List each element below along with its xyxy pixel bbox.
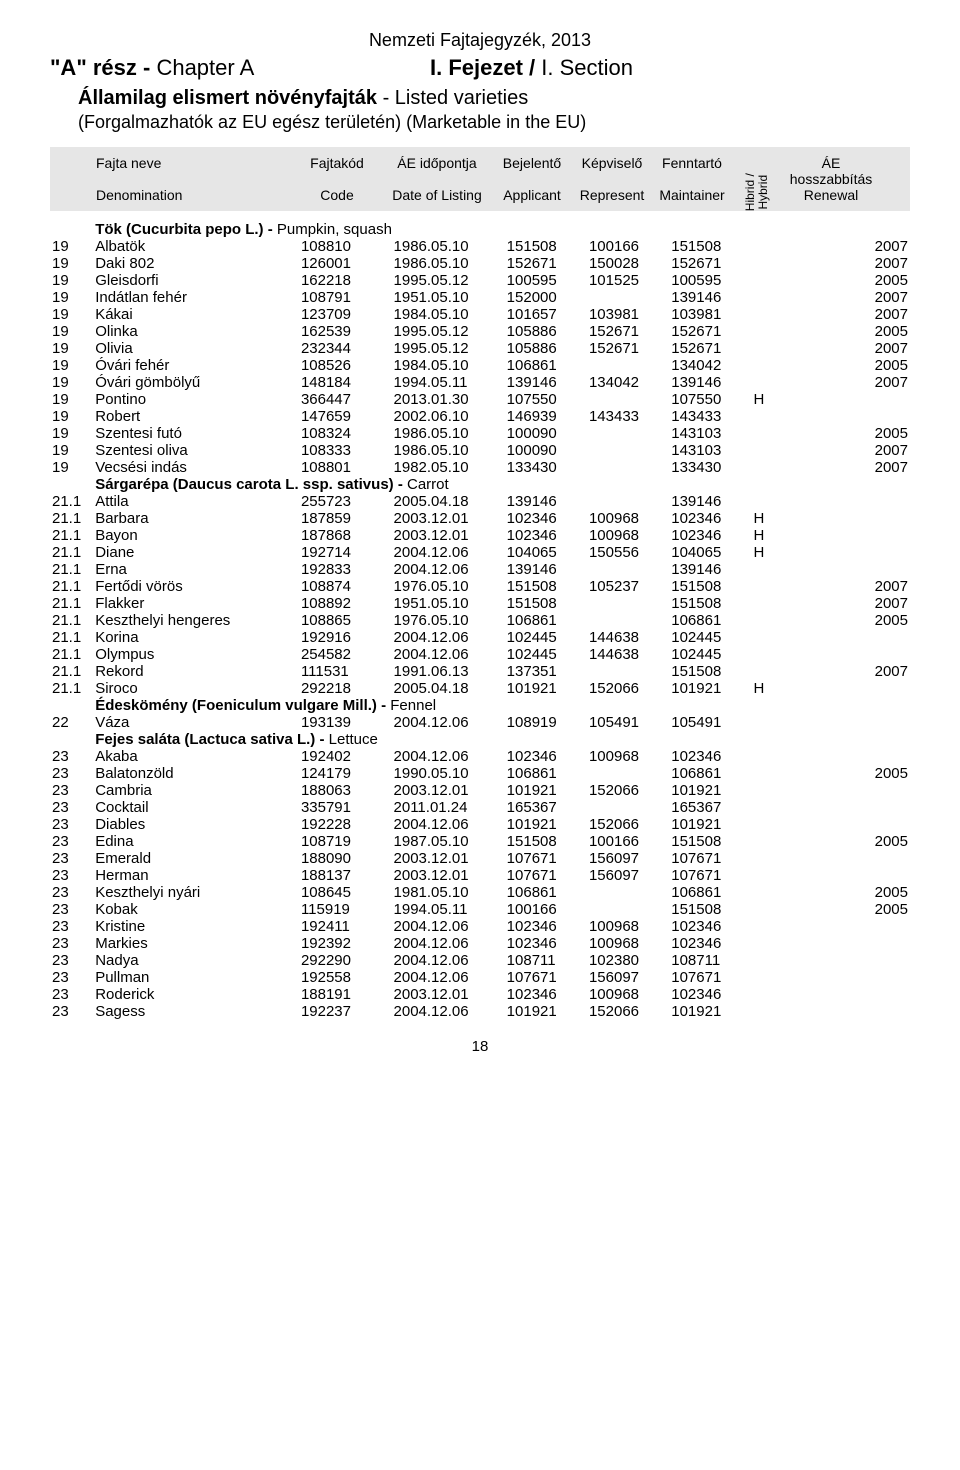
page-number: 18 [50,1038,910,1055]
table-row: 19Gleisdorfi1622181995.05.12100595101525… [50,272,910,289]
table-row: 19Olinka1625391995.05.121058861526711526… [50,323,910,340]
table-row: 23Diables1922282004.12.06101921152066101… [50,816,910,833]
table-row: 19Óvári gömbölyű1481841994.05.1113914613… [50,374,910,391]
chapter-left: "A" rész - Chapter A [50,55,430,81]
table-row: 21.1Fertődi vörös1088741976.05.101515081… [50,578,910,595]
table-row: 19Olivia2323441995.05.121058861526711526… [50,340,910,357]
table-row: 21.1Barbara1878592003.12.011023461009681… [50,510,910,527]
table-row: 19Kákai1237091984.05.1010165710398110398… [50,306,910,323]
page-top-title: Nemzeti Fajtajegyzék, 2013 [50,30,910,51]
chapter-right: I. Fejezet / I. Section [430,55,910,81]
chapter-left-light: Chapter A [156,55,254,80]
section-header: Tök (Cucurbita pepo L.) - Pumpkin, squas… [50,221,910,238]
table-row: 21.1Korina1929162004.12.0610244514463810… [50,629,910,646]
table-row: 21.1Keszthelyi hengeres1088651976.05.101… [50,612,910,629]
table-row: 22Váza1931392004.12.06108919105491105491 [50,714,910,731]
table-row: 23Kobak1159191994.05.111001661515082005 [50,901,910,918]
table-row: 19Pontino3664472013.01.30107550107550H [50,391,910,408]
table-row: 23Roderick1881912003.12.0110234610096810… [50,986,910,1003]
table-row: 21.1Flakker1088921951.05.101515081515082… [50,595,910,612]
table-row: 23Cambria1880632003.12.01101921152066101… [50,782,910,799]
table-row: 21.1Erna1928332004.12.06139146139146 [50,561,910,578]
table-row: 23Edina1087191987.05.1015150810016615150… [50,833,910,850]
table-row: 23Herman1881372003.12.011076711560971076… [50,867,910,884]
hdr-name-hu: Fajta neve [92,155,292,171]
section-header: Fejes saláta (Lactuca sativa L.) - Lettu… [50,731,910,748]
hdr-rep-en: Represent [572,187,652,203]
table-row: 21.1Attila2557232005.04.18139146139146 [50,493,910,510]
hdr-ren-en: Renewal [776,187,886,203]
table-row: 21.1Siroco2922182005.04.1810192115206610… [50,680,910,697]
table-row: 23Pullman1925582004.12.06107671156097107… [50,969,910,986]
table-row: 21.1Diane1927142004.12.06104065150556104… [50,544,910,561]
subtitle2: (Forgalmazhatók az EU egész területén) (… [78,112,910,133]
table-row: 23Akaba1924022004.12.0610234610096810234… [50,748,910,765]
column-headers: Fajta neve Fajtakód ÁE időpontja Bejelen… [50,147,910,211]
hdr-main-hu: Fenntartó [652,155,732,171]
table-row: 23Cocktail3357912011.01.24165367165367 [50,799,910,816]
table-row: 23Keszthelyi nyári1086451981.05.10106861… [50,884,910,901]
hdr-ren2-hu: hosszabbítás [776,171,886,187]
table-row: 19Szentesi oliva1083331986.05.1010009014… [50,442,910,459]
table-row: 23Kristine1924112004.12.0610234610096810… [50,918,910,935]
table-row: 21.1Olympus2545822004.12.061024451446381… [50,646,910,663]
table-row: 21.1Rekord1115311991.06.1313735115150820… [50,663,910,680]
table-row: 23Markies1923922004.12.06102346100968102… [50,935,910,952]
table-row: 19Albatök1088101986.05.10151508100166151… [50,238,910,255]
hdr-main-en: Maintainer [652,187,732,203]
document-page: Nemzeti Fajtajegyzék, 2013 "A" rész - Ch… [0,0,960,1075]
table-row: 23Balatonzöld1241791990.05.1010686110686… [50,765,910,782]
table-row: 19Vecsési indás1088011982.05.10133430133… [50,459,910,476]
hdr-date-en: Date of Listing [382,187,492,203]
hdr-date-hu: ÁE időpontja [382,155,492,171]
hdr-name-en: Denomination [92,187,292,203]
hdr-code-en: Code [292,187,382,203]
table-row: 19Daki 8021260011986.05.1015267115002815… [50,255,910,272]
chapter-right-light: I. Section [541,55,633,80]
hdr-rep-hu: Képviselő [572,155,652,171]
hdr-app-en: Applicant [492,187,572,203]
subtitle-light: - Listed varieties [377,87,528,109]
subtitle-bold: Államilag elismert növényfajták [78,87,377,109]
variety-table: Tök (Cucurbita pepo L.) - Pumpkin, squas… [50,221,910,1020]
table-row: 19Óvári fehér1085261984.05.1010686113404… [50,357,910,374]
hdr-ren-hu: ÁE [776,155,886,171]
table-row: 19Indátlan fehér1087911951.05.1015200013… [50,289,910,306]
chapter-left-bold: "A" rész - [50,55,156,80]
hdr-code-hu: Fajtakód [292,155,382,171]
chapter-right-bold: I. Fejezet / [430,55,541,80]
section-header: Édeskömény (Foeniculum vulgare Mill.) - … [50,697,910,714]
chapter-line: "A" rész - Chapter A I. Fejezet / I. Sec… [50,55,910,81]
table-row: 19Robert1476592002.06.101469391434331434… [50,408,910,425]
hdr-app-hu: Bejelentő [492,155,572,171]
table-row: 23Sagess1922372004.12.061019211520661019… [50,1003,910,1020]
table-row: 19Szentesi futó1083241986.05.10100090143… [50,425,910,442]
table-row: 23Nadya2922902004.12.0610871110238010871… [50,952,910,969]
subtitle: Államilag elismert növényfajták - Listed… [78,87,910,110]
table-row: 21.1Bayon1878682003.12.01102346100968102… [50,527,910,544]
table-row: 23Emerald1880902003.12.01107671156097107… [50,850,910,867]
section-header: Sárgarépa (Daucus carota L. ssp. sativus… [50,476,910,493]
